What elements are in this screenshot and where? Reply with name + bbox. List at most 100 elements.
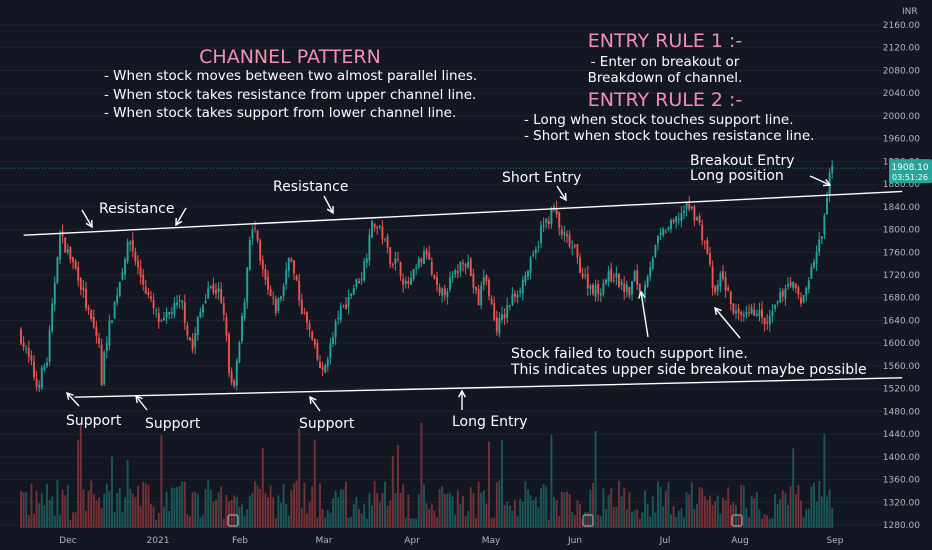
- candle-body: [768, 316, 771, 325]
- y-tick-label: 1520.00: [883, 385, 920, 395]
- volume-bar: [501, 440, 503, 528]
- volume-bar: [352, 504, 355, 528]
- candle-body: [688, 203, 691, 210]
- candle-body: [144, 286, 147, 294]
- price-axis[interactable]: 1280.00 1320.00 1360.00 1400.00 1440.00 1480.…: [883, 21, 920, 531]
- candle-body: [774, 304, 776, 310]
- volume-bar: [511, 510, 514, 528]
- candle-body: [623, 284, 626, 292]
- candle-body: [807, 280, 810, 289]
- candle-body: [755, 313, 758, 316]
- y-tick-label: 1800.00: [883, 226, 920, 236]
- volume-bar: [222, 518, 225, 528]
- volume-bar: [98, 497, 100, 528]
- candle-body: [194, 333, 197, 347]
- volume-bar: [230, 500, 233, 528]
- volume-bar: [633, 510, 636, 528]
- candle-body: [176, 302, 178, 305]
- candle-body: [423, 251, 425, 264]
- candle-body: [40, 367, 43, 388]
- candle-body: [826, 197, 828, 215]
- x-tick-label: Feb: [232, 536, 248, 546]
- volume-bar: [423, 484, 425, 528]
- volume-bar: [620, 496, 623, 528]
- volume-bar: [771, 517, 774, 528]
- candle-body: [220, 289, 223, 303]
- candle-body: [178, 300, 181, 302]
- candle-body: [274, 299, 277, 313]
- volume-bar: [420, 422, 423, 528]
- time-axis[interactable]: Dec 2021 Feb Mar Apr May Jun Jul Aug Sep: [59, 536, 843, 546]
- candle-body: [82, 287, 85, 291]
- candle-body: [254, 227, 256, 229]
- candle-body: [495, 317, 498, 332]
- candle-body: [680, 213, 683, 221]
- y-tick-label: 1440.00: [883, 430, 920, 440]
- volume-bar: [579, 504, 581, 528]
- long-entry-label: Long Entry: [452, 414, 528, 430]
- volume-bar: [495, 482, 498, 528]
- candle-body: [592, 284, 594, 295]
- volume-bar: [212, 501, 215, 528]
- volume-bar: [641, 512, 644, 528]
- volume-bar: [672, 506, 675, 528]
- volume-bar: [176, 487, 178, 528]
- volume-bar: [599, 516, 602, 528]
- candle-body: [657, 235, 659, 244]
- candle-body: [407, 280, 410, 284]
- candle-body: [545, 218, 548, 223]
- volume-bar: [547, 519, 550, 528]
- volume-bar: [576, 500, 579, 528]
- annotation-arrow: [135, 395, 148, 411]
- volume-bar: [59, 514, 61, 528]
- candle-body: [165, 312, 168, 318]
- volume-bar: [277, 495, 280, 528]
- volume-bar: [586, 512, 589, 528]
- annotation-arrow: [81, 209, 93, 228]
- volume-bar: [524, 481, 527, 528]
- candle-body: [779, 292, 782, 303]
- volume-bar: [514, 499, 516, 528]
- candle-body: [217, 288, 220, 292]
- candle-body: [589, 285, 592, 289]
- volume-bar: [92, 494, 95, 528]
- volume-bar: [33, 513, 35, 528]
- volume-bar: [365, 518, 368, 528]
- volume-bar: [196, 494, 199, 528]
- volume-bar: [373, 481, 376, 528]
- volume-bar: [53, 515, 56, 528]
- volume-bar: [298, 428, 301, 528]
- volume-bar: [217, 492, 220, 528]
- volume-bar: [623, 487, 626, 528]
- candle-body: [384, 238, 386, 240]
- volume-bar: [399, 492, 402, 528]
- candle-body: [576, 244, 579, 258]
- volume-bar: [194, 491, 197, 528]
- candle-body: [98, 338, 100, 344]
- volume-bar: [326, 510, 329, 528]
- candle-body: [781, 290, 784, 297]
- candle-body: [417, 259, 420, 268]
- candle-body: [308, 323, 311, 330]
- volume-bar: [667, 481, 670, 528]
- volume-bar: [787, 504, 789, 528]
- volume-bar: [111, 456, 113, 528]
- volume-bar: [22, 492, 25, 528]
- volume-bar: [784, 492, 787, 528]
- long-position-label: Long position: [690, 168, 784, 184]
- volume-bar: [321, 508, 324, 528]
- last-price-tag-bg: [889, 159, 932, 184]
- candle-body: [191, 338, 194, 350]
- volume-bar: [654, 512, 657, 528]
- volume-bar: [449, 492, 451, 528]
- y-tick-label: 1840.00: [883, 203, 920, 213]
- candle-body: [160, 320, 163, 322]
- x-tick-label: Jun: [567, 536, 582, 546]
- grid: [0, 24, 886, 526]
- candle-body: [402, 278, 405, 285]
- volume-bar: [202, 514, 204, 528]
- volume-bar: [267, 497, 269, 528]
- volume-bar: [602, 488, 605, 528]
- candle-body: [532, 253, 535, 256]
- volume-bar: [72, 512, 74, 528]
